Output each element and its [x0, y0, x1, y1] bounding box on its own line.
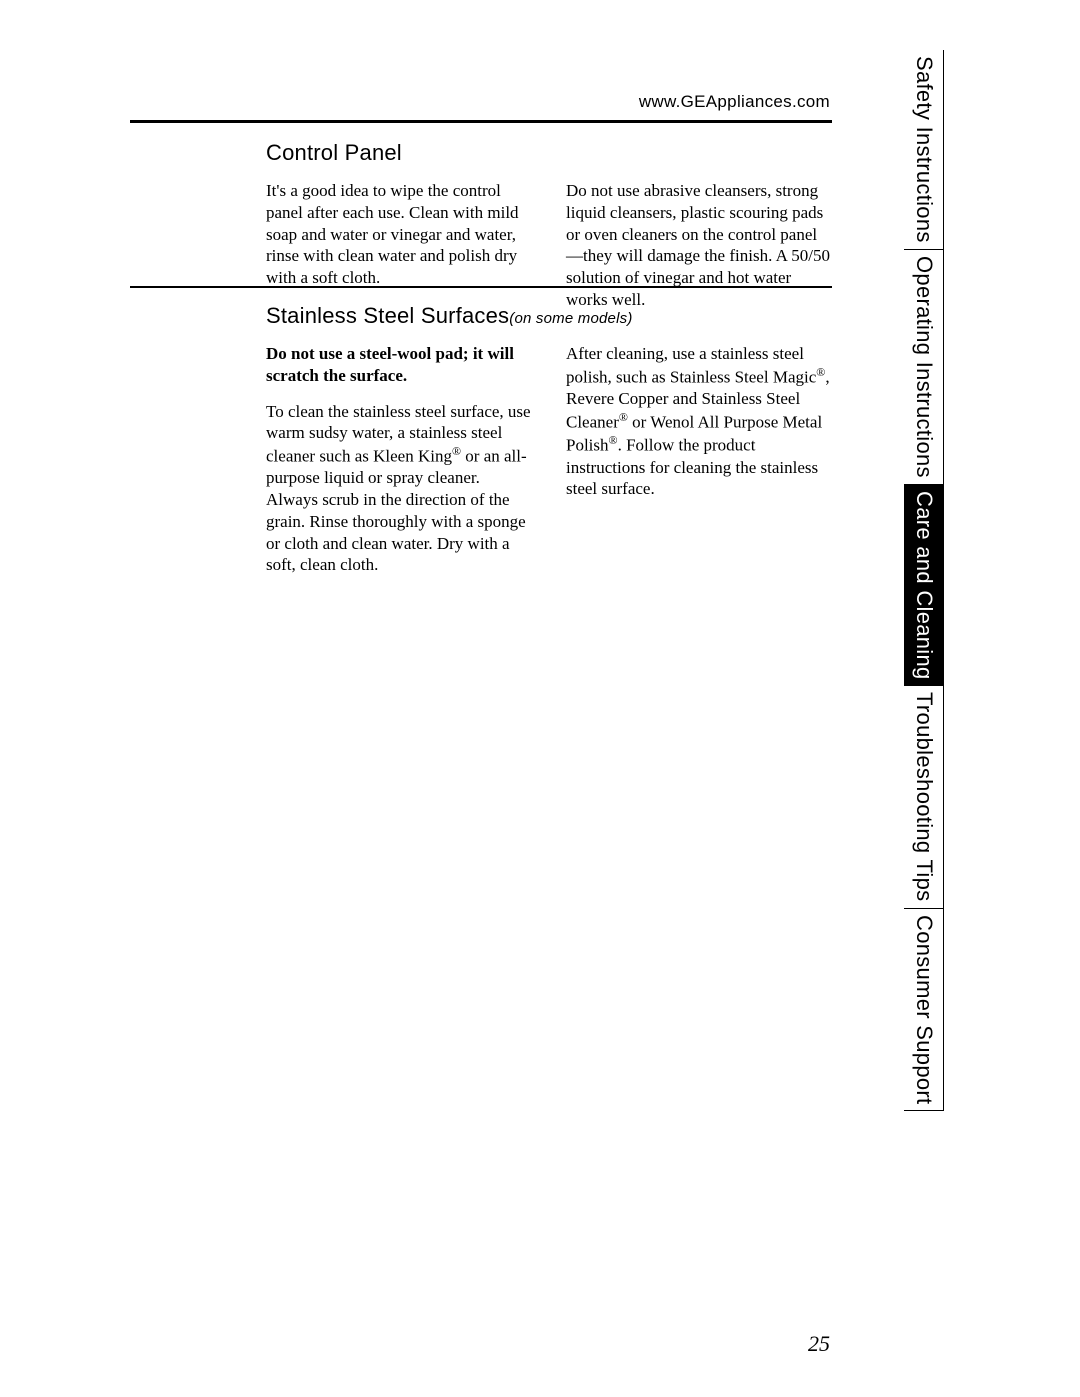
tab-operating-instructions[interactable]: Operating Instructions: [904, 250, 944, 485]
reg-mark-3: ®: [619, 410, 628, 424]
tab-troubleshooting-tips[interactable]: Troubleshooting Tips: [904, 686, 944, 908]
reg-mark-4: ®: [609, 433, 618, 447]
reg-mark-1: ®: [452, 444, 461, 458]
tab-safety-instructions[interactable]: Safety Instructions: [904, 50, 944, 250]
control-panel-col1: It's a good idea to wipe the control pan…: [266, 180, 532, 311]
side-tabs: Safety Instructions Operating Instructio…: [904, 50, 944, 1111]
divider-top: [130, 120, 832, 123]
stainless-title-text: Stainless Steel Surfaces: [266, 303, 509, 328]
section-stainless: Stainless Steel Surfaces(on some models)…: [266, 303, 832, 576]
control-panel-col2: Do not use abrasive cleansers, strong li…: [566, 180, 832, 311]
divider-mid: [130, 286, 832, 288]
page-number: 25: [808, 1331, 830, 1357]
section-title-control-panel: Control Panel: [266, 140, 832, 166]
tab-care-and-cleaning[interactable]: Care and Cleaning: [904, 485, 944, 687]
reg-mark-2: ®: [816, 365, 825, 379]
section-control-panel: Control Panel It's a good idea to wipe t…: [266, 140, 832, 311]
section-title-stainless: Stainless Steel Surfaces(on some models): [266, 303, 832, 329]
stainless-title-note: (on some models): [509, 310, 632, 327]
stainless-col1: Do not use a steel-wool pad; it will scr…: [266, 343, 532, 576]
stainless-col1-p1: To clean the stainless steel surface, us…: [266, 401, 532, 577]
tab-consumer-support[interactable]: Consumer Support: [904, 909, 944, 1111]
stainless-warning: Do not use a steel-wool pad; it will scr…: [266, 343, 532, 387]
stainless-col2-a: After cleaning, use a stainless steel po…: [566, 344, 816, 386]
header-url: www.GEAppliances.com: [639, 92, 830, 112]
stainless-col2: After cleaning, use a stainless steel po…: [566, 343, 832, 576]
